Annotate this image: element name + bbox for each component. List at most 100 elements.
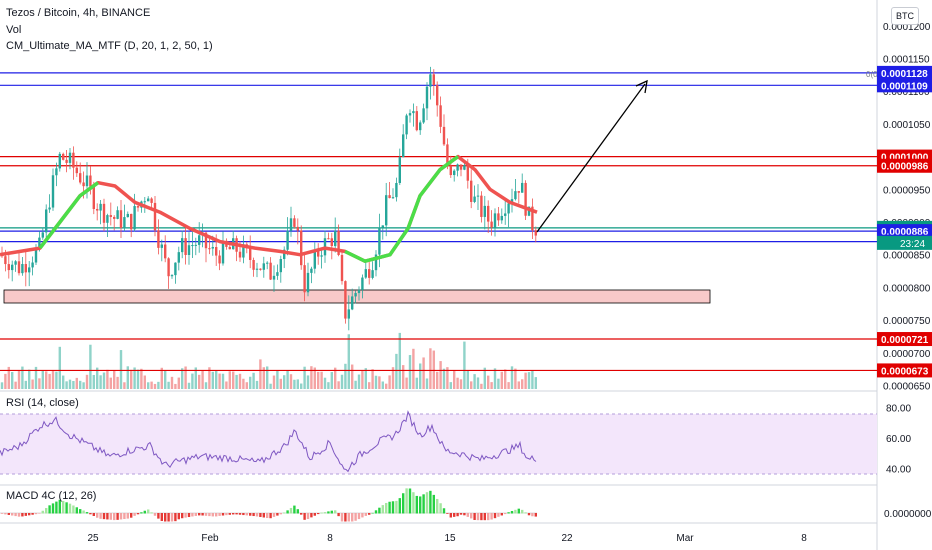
candle-body — [4, 256, 7, 265]
macd-bar — [507, 512, 510, 514]
volume-bar — [507, 382, 510, 389]
volume-bar — [313, 367, 316, 389]
candle-body — [150, 198, 153, 203]
macd-bar — [119, 513, 123, 520]
macd-bar — [303, 513, 306, 520]
macd-bar — [310, 513, 313, 518]
macd-bar — [323, 512, 327, 514]
volume-bar — [204, 382, 208, 389]
time-tick-label: 15 — [444, 533, 456, 544]
candle-body — [374, 254, 378, 271]
volume-bar — [415, 377, 418, 389]
macd-bar — [235, 513, 238, 515]
macd-bar — [453, 513, 456, 517]
macd-bar — [187, 513, 191, 518]
symbol-title[interactable]: Tezos / Bitcoin, 4h, BINANCE — [6, 7, 151, 19]
volume-bar — [405, 377, 408, 389]
macd-bar — [487, 513, 490, 521]
support-zone[interactable] — [3, 289, 711, 304]
macd-bar — [521, 509, 524, 514]
macd-bar — [106, 513, 109, 520]
candle-body — [476, 195, 480, 197]
macd-tick-label: 0.0000000 — [884, 509, 932, 520]
macd-bar — [204, 513, 208, 516]
candle-body — [269, 262, 272, 280]
volume-bar — [534, 377, 537, 389]
volume-bar — [14, 381, 17, 389]
candle-body — [534, 230, 537, 236]
volume-bar — [7, 366, 10, 389]
macd-bar — [405, 488, 408, 514]
volume-bars — [0, 332, 537, 389]
candle-body — [147, 198, 150, 202]
volume-bar — [89, 344, 92, 389]
rsi-legend[interactable]: RSI (14, close) — [6, 397, 79, 409]
candle-body — [238, 251, 242, 258]
macd-bar — [337, 513, 340, 517]
volume-bar — [337, 381, 340, 389]
macd-bar — [259, 513, 262, 517]
candle-body — [204, 232, 208, 249]
macd-bar — [143, 510, 146, 514]
macd-bar — [340, 513, 344, 522]
level-price-label: 0.0000986 — [881, 162, 929, 173]
candle-body — [493, 213, 497, 228]
volume-bar — [296, 379, 299, 389]
macd-bar — [476, 513, 480, 521]
rsi-band — [0, 414, 877, 474]
macd-bar — [147, 509, 150, 514]
macd-bar — [157, 513, 160, 519]
level-price-label: 0.0000673 — [881, 366, 929, 377]
candle-body — [167, 258, 170, 277]
volume-bar — [133, 367, 136, 389]
macd-bar — [293, 505, 296, 514]
candle-body — [170, 275, 174, 277]
price-tick-label: 0.0001050 — [883, 120, 931, 131]
macd-bar — [504, 513, 507, 515]
macd-bar — [300, 513, 303, 515]
macd-bar — [449, 513, 452, 518]
macd-bar — [28, 513, 31, 516]
volume-bar — [82, 382, 85, 389]
horizontal-levels[interactable]: 0(0) — [0, 70, 881, 372]
macd-bar — [252, 513, 255, 517]
candle-body — [289, 218, 293, 231]
candle-body — [136, 206, 140, 208]
macd-bar — [21, 513, 24, 517]
candle-body — [497, 213, 500, 221]
time-tick-label: 8 — [327, 533, 333, 544]
volume-bar — [255, 380, 259, 389]
volume-bar — [92, 374, 95, 389]
candle-body — [337, 230, 340, 255]
candle-body — [89, 175, 92, 187]
macd-bar — [109, 513, 112, 520]
currency-button[interactable]: BTC — [891, 7, 919, 25]
ma-legend[interactable]: CM_Ultimate_MA_MTF (D, 20, 1, 2, 50, 1) — [6, 40, 213, 52]
volume-bar — [4, 373, 7, 389]
projection-arrow[interactable] — [536, 83, 646, 233]
macd-bar — [255, 513, 259, 517]
candle-body — [133, 206, 136, 230]
macd-bar — [500, 513, 503, 516]
volume-bar — [432, 350, 435, 389]
volume-bar — [160, 367, 163, 389]
candle-body — [395, 182, 398, 198]
macd-bar — [96, 513, 99, 518]
time-tick-label: 22 — [561, 533, 573, 544]
macd-bar — [17, 513, 21, 517]
macd-bar — [126, 513, 129, 519]
candle-body — [340, 254, 344, 282]
macd-bar — [201, 513, 204, 516]
time-axis: 25 Feb 8 15 22 Mar 8 — [87, 533, 807, 544]
candle-body — [432, 74, 435, 86]
volume-bar — [470, 381, 473, 389]
macd-legend[interactable]: MACD 4C (12, 26) — [6, 490, 97, 502]
candle-body — [99, 203, 102, 211]
volume-bar — [184, 366, 187, 389]
volume-legend[interactable]: Vol — [6, 24, 22, 36]
candle-body — [449, 165, 452, 176]
candle-body — [96, 208, 99, 211]
candle-body — [306, 272, 310, 293]
volume-bar — [453, 370, 456, 389]
